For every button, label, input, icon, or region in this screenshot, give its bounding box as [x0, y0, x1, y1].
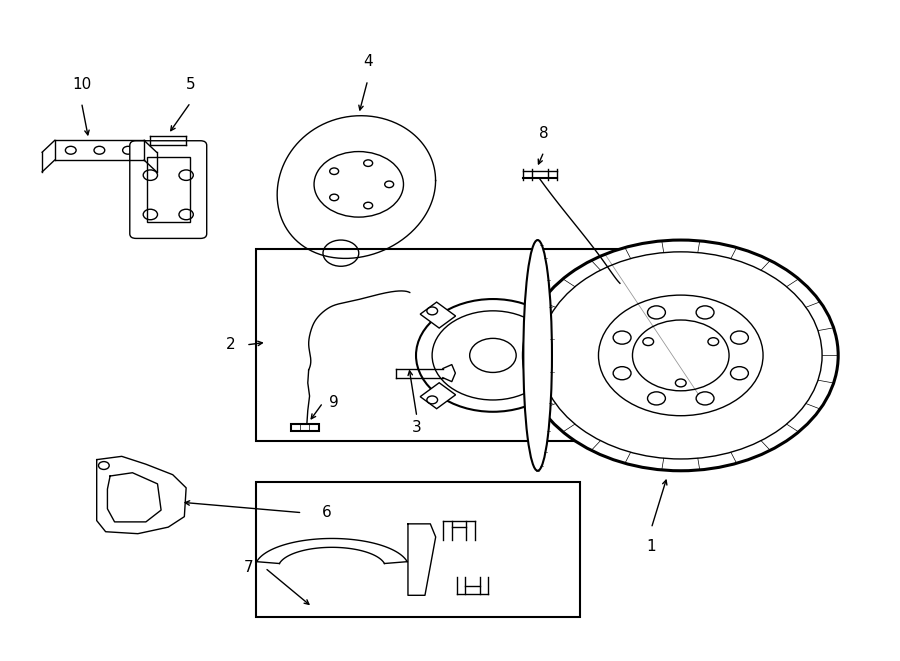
Bar: [256, 482, 580, 617]
Text: 5: 5: [185, 77, 195, 92]
Bar: [291, 424, 319, 432]
Circle shape: [731, 331, 749, 344]
Text: 7: 7: [244, 561, 254, 575]
Circle shape: [696, 306, 714, 319]
Text: 6: 6: [321, 505, 331, 520]
Circle shape: [708, 338, 719, 346]
Text: 1: 1: [646, 539, 656, 555]
Circle shape: [731, 367, 749, 380]
Circle shape: [647, 306, 665, 319]
Circle shape: [598, 295, 763, 416]
Circle shape: [613, 331, 631, 344]
FancyBboxPatch shape: [130, 141, 207, 239]
Circle shape: [539, 252, 822, 459]
Circle shape: [675, 379, 686, 387]
Circle shape: [523, 240, 838, 471]
Text: 9: 9: [328, 395, 338, 410]
Text: 10: 10: [72, 77, 91, 92]
Circle shape: [643, 338, 653, 346]
Text: 4: 4: [363, 54, 373, 69]
Circle shape: [647, 392, 665, 405]
Bar: [256, 249, 621, 441]
Polygon shape: [420, 383, 455, 408]
Text: 8: 8: [539, 126, 549, 141]
Circle shape: [696, 392, 714, 405]
Polygon shape: [530, 383, 566, 408]
Text: 2: 2: [226, 337, 236, 352]
Circle shape: [613, 367, 631, 380]
Circle shape: [416, 299, 570, 412]
Ellipse shape: [523, 240, 552, 471]
Bar: [147, 157, 190, 222]
Polygon shape: [530, 302, 566, 328]
Text: 3: 3: [412, 420, 422, 435]
Polygon shape: [420, 302, 455, 328]
